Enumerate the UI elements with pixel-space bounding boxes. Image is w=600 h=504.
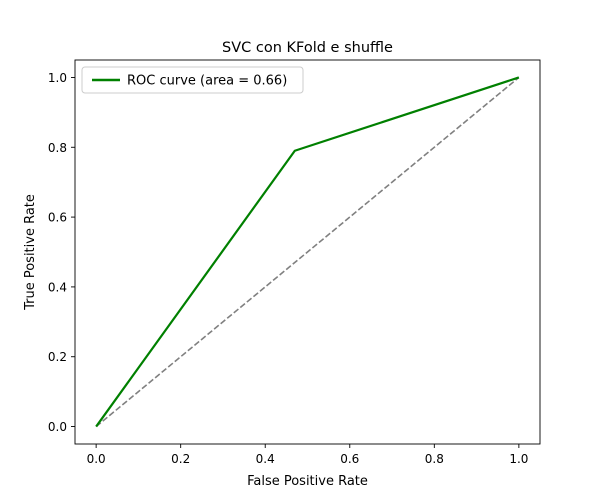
y-tick-label: 0.2 — [48, 350, 67, 364]
x-tick-label: 0.4 — [256, 452, 275, 466]
legend: ROC curve (area = 0.66) — [81, 66, 304, 94]
x-tick-label: 0.6 — [340, 452, 359, 466]
x-tick-label: 0.2 — [171, 452, 190, 466]
x-tick-label: 0.0 — [87, 452, 106, 466]
y-tick-label: 0.4 — [48, 280, 67, 294]
x-axis-label: False Positive Rate — [247, 474, 368, 489]
y-tick-label: 1.0 — [48, 71, 67, 85]
x-tick-label: 1.0 — [509, 452, 528, 466]
y-axis-ticks: 0.0 0.2 0.4 0.6 0.8 1.0 — [48, 71, 75, 434]
roc-curve-line — [95, 76, 520, 428]
chart-title: SVC con KFold e shuffle — [222, 40, 393, 56]
x-axis-ticks: 0.0 0.2 0.4 0.6 0.8 1.0 — [87, 444, 528, 466]
chance-diagonal-line — [95, 76, 520, 428]
x-tick-label: 0.8 — [425, 452, 444, 466]
y-axis-label: True Positive Rate — [23, 194, 38, 311]
legend-box — [81, 66, 304, 94]
legend-series-label: ROC curve (area = 0.66) — [127, 74, 287, 89]
y-tick-label: 0.6 — [48, 211, 67, 225]
plot-area — [95, 76, 520, 428]
plot-frame — [74, 59, 541, 445]
y-tick-label: 0.8 — [48, 141, 67, 155]
y-tick-label: 0.0 — [48, 420, 67, 434]
